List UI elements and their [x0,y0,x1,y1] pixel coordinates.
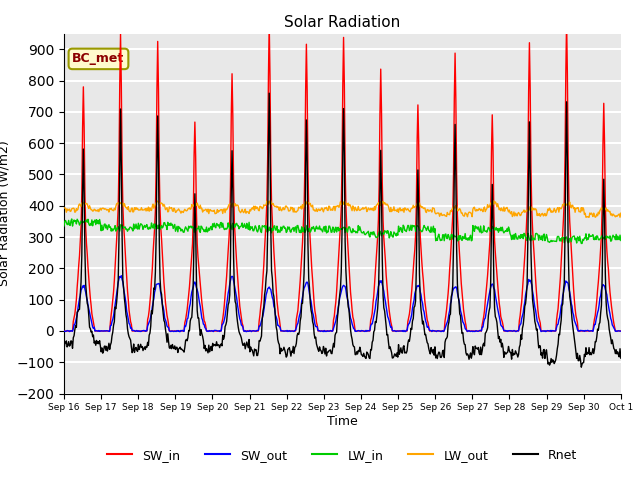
Title: Solar Radiation: Solar Radiation [284,15,401,30]
Legend: SW_in, SW_out, LW_in, LW_out, Rnet: SW_in, SW_out, LW_in, LW_out, Rnet [102,444,582,467]
Y-axis label: Solar Radiation (W/m2): Solar Radiation (W/m2) [0,141,11,287]
X-axis label: Time: Time [327,415,358,428]
Text: BC_met: BC_met [72,52,125,65]
